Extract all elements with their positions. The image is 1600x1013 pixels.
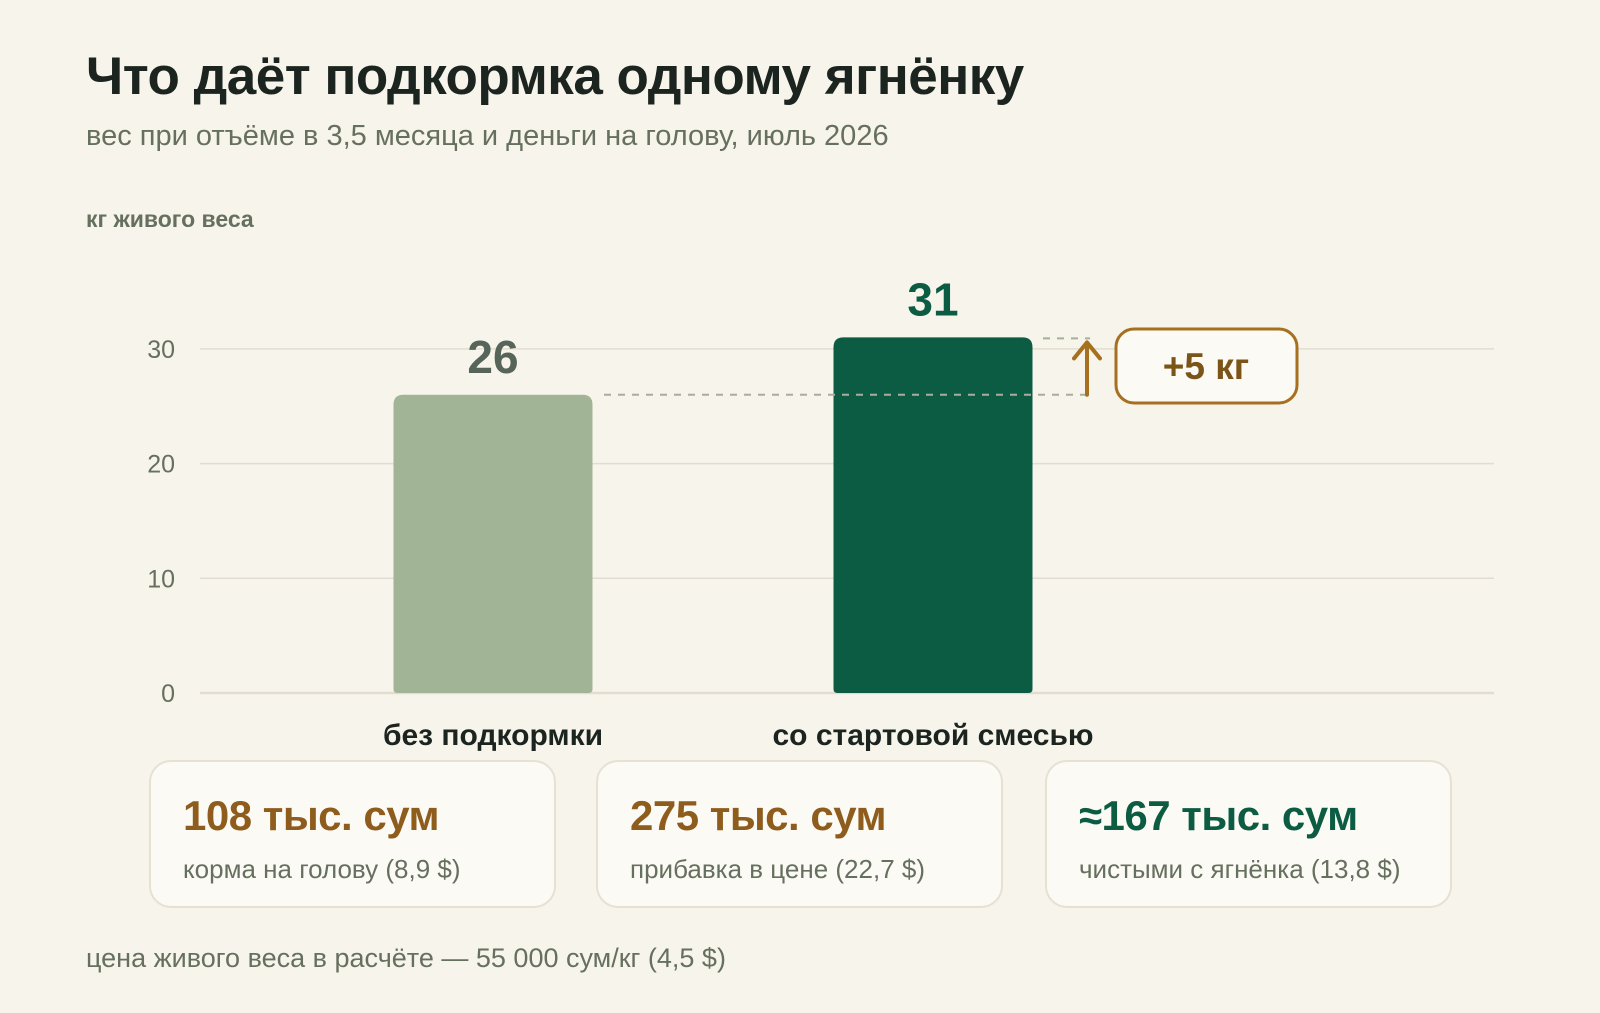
x-tick-label: без подкормки xyxy=(383,719,603,752)
price-gain-card: 275 тыс. сум прибавка в цене (22,7 $) xyxy=(596,760,1003,908)
bar-value-label: 26 xyxy=(467,331,518,383)
y-axis-unit-label: кг живого веса xyxy=(86,206,254,232)
y-tick-label: 30 xyxy=(147,336,175,364)
card-value: 275 тыс. сум xyxy=(630,792,887,839)
card-label: чистыми с ягнёнка (13,8 $) xyxy=(1079,854,1401,884)
bar xyxy=(833,337,1033,693)
weight-gain-badge-label: +5 кг xyxy=(1163,346,1249,387)
y-tick-label: 20 xyxy=(147,451,175,479)
net-profit-card: ≈167 тыс. сум чистыми с ягнёнка (13,8 $) xyxy=(1045,760,1452,908)
bar-chart: 0 10 20 30 26 без подкормки 31 со стартовой сме… xyxy=(147,273,1494,752)
weight-gain-badge xyxy=(1114,327,1299,405)
card-label: корма на голову (8,9 $) xyxy=(183,854,461,884)
bar xyxy=(393,394,593,693)
bar-value-label: 31 xyxy=(907,273,958,325)
feed-cost-card: 108 тыс. сум корма на голову (8,9 $) xyxy=(149,760,556,908)
page-title: Что даёт подкормка одному ягнёнку xyxy=(86,47,1024,106)
y-tick-label: 0 xyxy=(161,680,175,708)
card-label: прибавка в цене (22,7 $) xyxy=(630,854,926,884)
card-value: ≈167 тыс. сум xyxy=(1079,792,1358,839)
y-tick-label: 10 xyxy=(147,565,175,593)
x-tick-label: со стартовой смесью xyxy=(772,719,1093,752)
page-subtitle: вес при отъёме в 3,5 месяца и деньги на … xyxy=(86,120,889,152)
arrow-head-icon xyxy=(1072,340,1102,361)
card-value: 108 тыс. сум xyxy=(183,792,440,839)
footnote: цена живого веса в расчёте — 55 000 сум/… xyxy=(86,943,726,973)
